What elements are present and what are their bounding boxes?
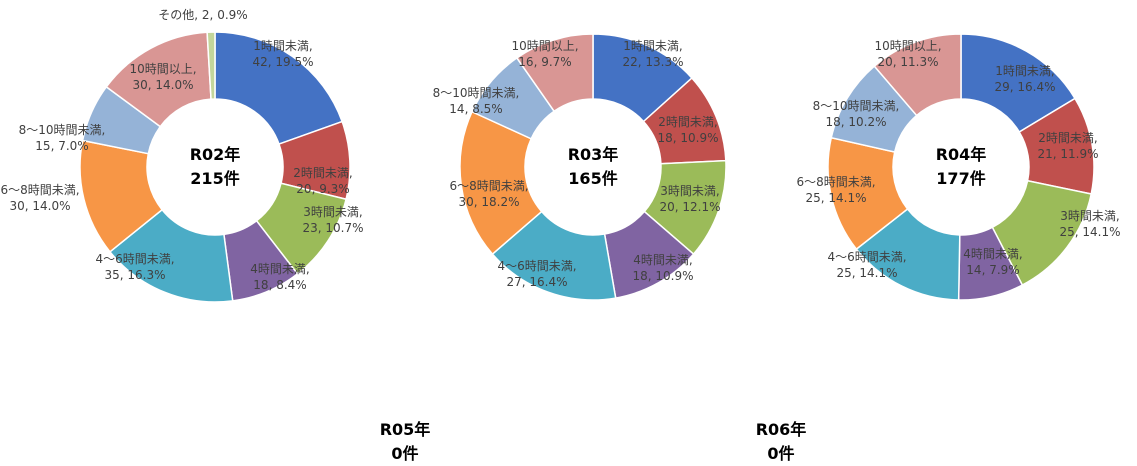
- slice-label-other: その他, 2, 0.9%: [158, 8, 247, 22]
- slice-label-8to10: 8～10時間未満, 18, 10.2%: [813, 99, 900, 129]
- slice-label-4to6: 4～6時間未満, 27, 16.4%: [497, 259, 576, 289]
- donut-slice-other: [206, 31, 216, 100]
- center-title: R05年: [380, 420, 431, 439]
- slice-label-10plus: 10時間以上, 16, 9.7%: [511, 39, 578, 69]
- slice-label-3h: 3時間未満, 23, 10.7%: [302, 205, 363, 235]
- center-total: 165件: [568, 169, 617, 188]
- donut-slice-1h: [214, 31, 344, 146]
- slice-label-2h: 2時間未満, 18, 10.9%: [657, 115, 718, 145]
- slice-label-1h: 1時間未満, 22, 13.3%: [622, 39, 683, 69]
- center-title: R02年: [190, 145, 241, 164]
- slice-label-6to8: 6～8時間未満, 25, 14.1%: [796, 175, 875, 205]
- slice-label-10plus: 10時間以上, 30, 14.0%: [129, 62, 196, 92]
- donut-chart-r03: R03年 165件 1時間未満, 22, 13.3% 2時間未満, 18, 10.9%…: [433, 33, 727, 301]
- center-title: R03年: [568, 145, 619, 164]
- center-total: 0件: [767, 444, 794, 463]
- donut-chart-r06: R06年 0件: [756, 420, 807, 463]
- slice-label-8to10: 8～10時間未満, 14, 8.5%: [433, 86, 520, 116]
- center-title: R06年: [756, 420, 807, 439]
- slice-label-4to6: 4～6時間未満, 25, 14.1%: [827, 250, 906, 280]
- slice-label-10plus: 10時間以上, 20, 11.3%: [874, 39, 941, 69]
- center-total: 177件: [936, 169, 985, 188]
- donut-chart-r04: R04年 177件 1時間未満, 29, 16.4% 2時間未満, 21, 11.9%…: [796, 33, 1121, 301]
- center-title: R04年: [936, 145, 987, 164]
- slice-label-4h: 4時間未満, 14, 7.9%: [963, 247, 1022, 277]
- slice-label-4to6: 4～6時間未満, 35, 16.3%: [95, 252, 174, 282]
- donut-slice-10plus: [873, 33, 962, 117]
- center-total: 215件: [190, 169, 239, 188]
- slice-label-3h: 3時間未満, 20, 12.1%: [659, 184, 720, 214]
- slice-label-8to10: 8～10時間未満, 15, 7.0%: [19, 123, 106, 153]
- donut-slice-10plus: [515, 33, 594, 113]
- slice-label-4h: 4時間未満, 18, 8.4%: [250, 262, 309, 292]
- donut-chart-r05: R05年 0件: [380, 420, 431, 463]
- slice-label-1h: 1時間未満, 42, 19.5%: [252, 39, 313, 69]
- slice-label-6to8: 6～8時間未満, 30, 14.0%: [0, 183, 79, 213]
- slice-label-1h: 1時間未満, 29, 16.4%: [994, 64, 1055, 94]
- donut-chart-r02: R02年 215件 1時間未満, 42, 19.5% 2時間未満, 20, 9.3% 3…: [0, 8, 364, 303]
- slice-label-4h: 4時間未満, 18, 10.9%: [632, 253, 693, 283]
- slice-label-3h: 3時間未満, 25, 14.1%: [1059, 209, 1120, 239]
- center-total: 0件: [391, 444, 418, 463]
- slice-label-6to8: 6～8時間未満, 30, 18.2%: [449, 179, 528, 209]
- slice-label-2h: 2時間未満, 21, 11.9%: [1037, 131, 1098, 161]
- slice-label-2h: 2時間未満, 20, 9.3%: [293, 166, 352, 196]
